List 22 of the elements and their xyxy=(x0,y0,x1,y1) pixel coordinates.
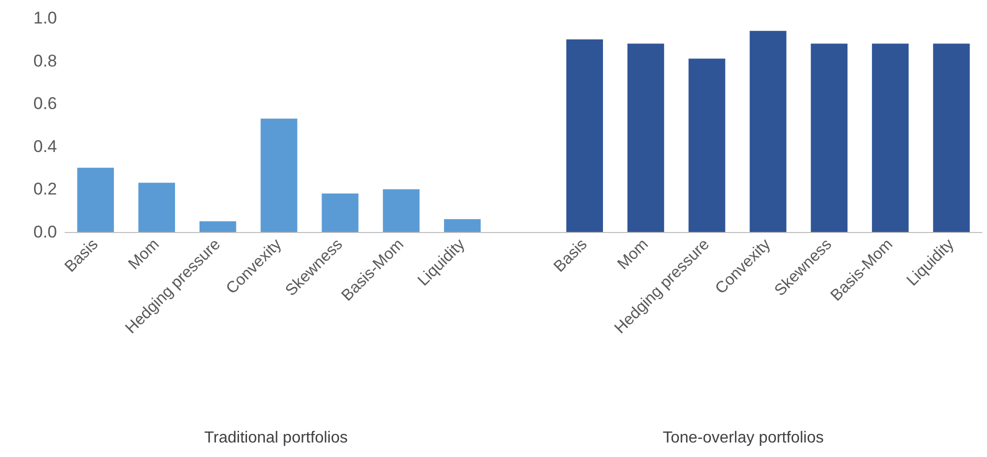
y-tick-label: 0.4 xyxy=(33,136,57,156)
bar xyxy=(138,182,176,232)
bar xyxy=(872,44,909,232)
bar xyxy=(750,30,786,232)
bar xyxy=(382,189,420,232)
bar xyxy=(260,118,298,232)
bar xyxy=(444,219,481,232)
y-tick-label: 1.0 xyxy=(33,8,57,28)
y-tick-label: 0.6 xyxy=(33,94,57,114)
bar xyxy=(199,221,236,232)
y-tick-label: 0.8 xyxy=(33,51,57,70)
y-tick-label: 0.0 xyxy=(33,222,57,242)
bar xyxy=(627,44,664,232)
text: Traditional portfolios xyxy=(204,430,348,446)
bar xyxy=(566,39,603,232)
y-tick-label: 0.2 xyxy=(33,180,57,199)
bar xyxy=(810,44,848,232)
bar xyxy=(688,58,726,232)
bar xyxy=(933,44,970,232)
bar xyxy=(322,193,358,232)
bar xyxy=(77,168,114,232)
text: Tone-overlay portfolios xyxy=(662,430,824,446)
